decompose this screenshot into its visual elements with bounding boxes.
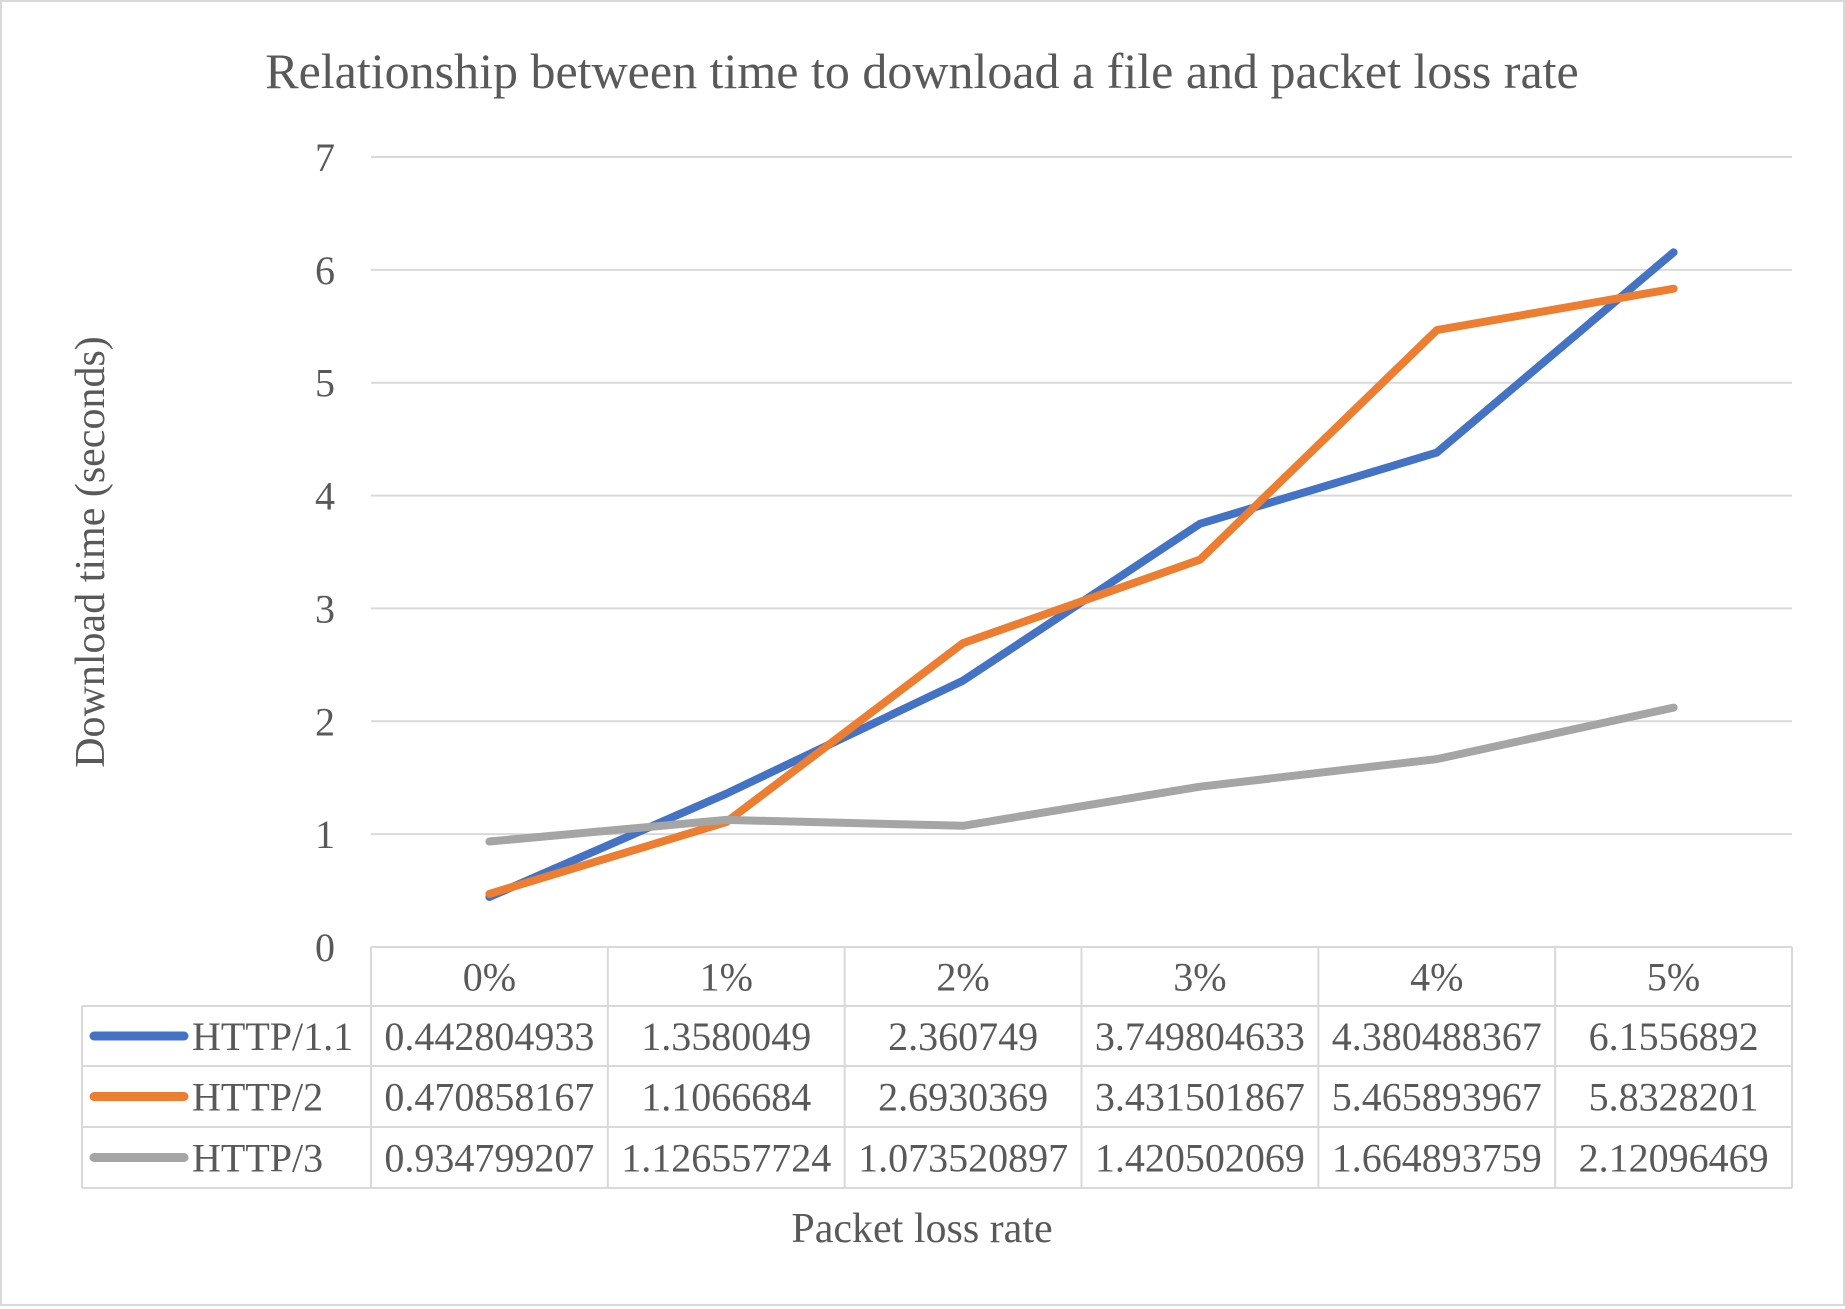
data-label: 1.3580049 (641, 1014, 811, 1059)
y-tick-label: 2 (315, 699, 335, 744)
y-tick-label: 5 (315, 361, 335, 406)
data-label: 1.420502069 (1095, 1136, 1305, 1181)
x-tick-label: 2% (936, 955, 989, 1000)
data-label: 1.126557724 (621, 1136, 831, 1181)
series-line (485, 248, 1678, 901)
data-label: 1.664893759 (1332, 1136, 1542, 1181)
y-tick-label: 3 (315, 586, 335, 631)
y-tick-label: 1 (315, 812, 335, 857)
data-label: 3.431501867 (1095, 1075, 1305, 1120)
data-label: 2.360749 (888, 1014, 1038, 1059)
legend-label: HTTP/3 (192, 1136, 323, 1181)
data-label: 2.12096469 (1579, 1136, 1769, 1181)
data-label: 5.8328201 (1589, 1075, 1759, 1120)
legend-label: HTTP/2 (192, 1075, 323, 1120)
data-label: 5.465893967 (1332, 1075, 1542, 1120)
y-tick-label: 4 (315, 474, 335, 519)
data-label: 1.073520897 (858, 1136, 1068, 1181)
series-line (485, 703, 1678, 846)
x-tick-label: 0% (463, 955, 516, 1000)
x-tick-label: 3% (1173, 955, 1226, 1000)
data-label: 4.380488367 (1332, 1014, 1542, 1059)
chart-title: Relationship between time to download a … (265, 43, 1579, 99)
series-lines (485, 248, 1678, 901)
data-label: 0.470858167 (384, 1075, 594, 1120)
y-tick-label: 7 (315, 135, 335, 180)
x-axis-label: Packet loss rate (791, 1206, 1052, 1252)
x-tick-label: 5% (1647, 955, 1700, 1000)
y-tick-label: 6 (315, 248, 335, 293)
data-table: 0% 1% 2% 3% 4% 5% HTTP/1.1 0.442804933 1.3580049… (81, 946, 1793, 1189)
data-label: 1.1066684 (641, 1075, 811, 1120)
x-tick-label: 1% (700, 955, 753, 1000)
data-label: 0.934799207 (384, 1136, 594, 1181)
data-label: 3.749804633 (1095, 1014, 1305, 1059)
x-tick-label: 4% (1410, 955, 1463, 1000)
data-label: 6.1556892 (1589, 1014, 1759, 1059)
data-label: 0.442804933 (384, 1014, 594, 1059)
legend-label: HTTP/1.1 (192, 1014, 353, 1059)
y-tick-label: 0 (315, 925, 335, 970)
y-axis-label: Download time (seconds) (68, 336, 114, 768)
gridlines (371, 156, 1792, 836)
data-label: 2.6930369 (878, 1075, 1048, 1120)
y-tick-labels: 0 1 2 3 4 5 6 7 (315, 135, 335, 970)
series-line (485, 284, 1678, 898)
